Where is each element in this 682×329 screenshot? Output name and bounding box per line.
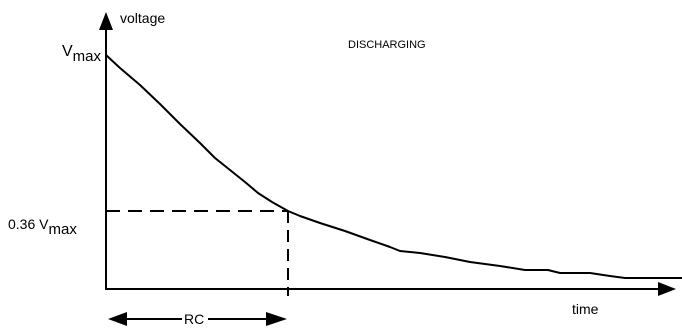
vmax-label-base: V — [62, 43, 73, 60]
threshold-label-sub: max — [48, 221, 77, 238]
x-axis-label: time — [572, 301, 599, 317]
vmax-label: Vmax — [62, 43, 102, 65]
threshold-label-prefix: 0.36 V — [8, 216, 49, 232]
threshold-label: 0.36 Vmax — [8, 216, 77, 238]
x-axis-arrowhead — [658, 282, 676, 296]
y-axis-arrowhead — [99, 12, 113, 30]
diagram-title: DISCHARGING — [348, 39, 426, 51]
discharge-curve — [105, 54, 682, 279]
rc-label: RC — [184, 311, 204, 327]
rc-arrowhead-left — [108, 312, 127, 326]
vmax-label-sub: max — [73, 48, 102, 65]
rc-arrowhead-right — [266, 312, 287, 326]
y-axis-label: voltage — [120, 10, 165, 26]
